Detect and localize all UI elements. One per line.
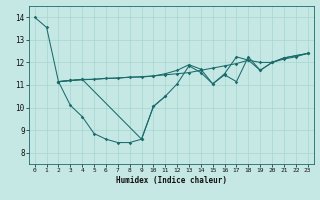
X-axis label: Humidex (Indice chaleur): Humidex (Indice chaleur) xyxy=(116,176,227,185)
